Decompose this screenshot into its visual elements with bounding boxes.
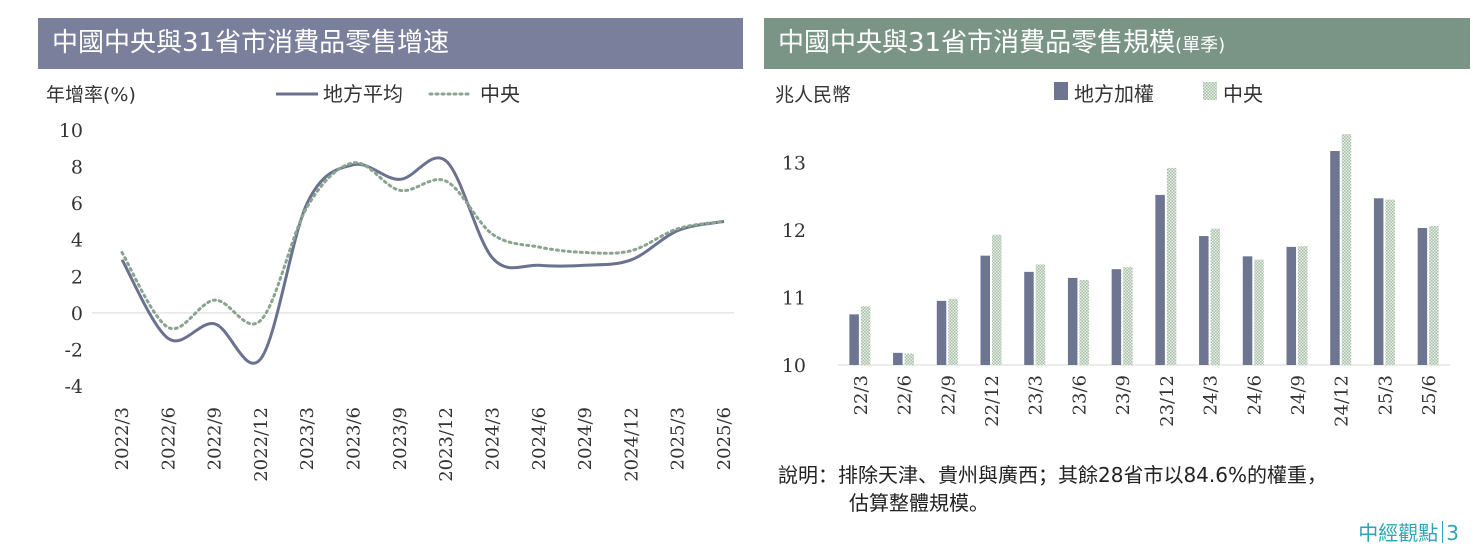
bar-central xyxy=(1035,264,1046,365)
left-chart-title: 中國中央與31省市消費品零售增速 xyxy=(38,18,743,69)
left-x-tick-label: 2023/3 xyxy=(297,407,318,470)
right-y-tick-label: 13 xyxy=(782,153,806,175)
note-line-1: 說明：排除天津、貴州與廣西；其餘28省市以84.6%的權重， xyxy=(778,463,1327,487)
footer-brand: 中經觀點 xyxy=(1358,521,1439,545)
bar-local-weighted xyxy=(1111,269,1122,365)
footer: 中經觀點 3 xyxy=(1358,519,1459,547)
bar-local-weighted xyxy=(1373,198,1384,365)
scale-bar-chart: 兆人民幣 13 12 11 10 22/3 22/6 22/9 22/12 23/3 23/6 23/… xyxy=(775,82,1450,427)
right-y-axis-label: 兆人民幣 xyxy=(775,84,851,106)
right-chart-title-main: 中國中央與31省市消費品零售規模 xyxy=(778,28,1176,58)
right-y-tick-label: 11 xyxy=(782,288,806,310)
left-y-tick-label: 6 xyxy=(71,193,83,215)
right-x-tick-label: 24/9 xyxy=(1288,375,1309,415)
right-x-tick-label: 23/12 xyxy=(1157,375,1178,427)
legend-swatch xyxy=(1054,82,1068,100)
left-y-tick-label: 8 xyxy=(71,157,83,179)
left-x-tick-label: 2024/9 xyxy=(575,407,596,470)
left-x-tick-label: 2022/9 xyxy=(205,407,226,470)
left-y-tick-label: -4 xyxy=(64,376,83,398)
bar-local-weighted xyxy=(1286,246,1296,365)
left-y-tick-label: -2 xyxy=(64,339,83,361)
right-x-tick-label: 24/3 xyxy=(1201,375,1222,415)
legend-label: 中央 xyxy=(1223,82,1263,106)
bar-central xyxy=(1429,225,1439,365)
right-x-tick-label: 23/3 xyxy=(1026,375,1047,415)
left-x-tick-label: 2022/6 xyxy=(158,407,179,470)
growth-line-chart: 年增率(%) 10 8 6 4 2 0 -2 -4 2022/3 2022/6 2022/9 2022/… xyxy=(46,82,735,482)
bar-central xyxy=(1254,259,1264,365)
left-x-tick-label: 2024/6 xyxy=(529,407,550,470)
left-y-tick-label: 4 xyxy=(71,230,83,252)
legend-label: 中央 xyxy=(480,82,520,106)
left-x-tick-label: 2023/12 xyxy=(436,407,457,482)
bar-central xyxy=(1166,167,1177,365)
legend-label: 地方加權 xyxy=(1074,82,1154,106)
footer-separator xyxy=(1442,521,1444,543)
left-y-tick-label: 0 xyxy=(71,303,83,325)
bar-central xyxy=(1385,199,1395,365)
left-x-tick-label: 2025/6 xyxy=(714,407,735,470)
page-number: 3 xyxy=(1446,521,1459,545)
bar-central xyxy=(1210,228,1221,365)
left-y-tick-label: 2 xyxy=(71,266,83,288)
right-chart-title: 中國中央與31省市消費品零售規模(單季) xyxy=(764,18,1470,69)
right-x-tick-label: 24/6 xyxy=(1244,375,1265,415)
left-x-tick-label: 2023/6 xyxy=(344,407,365,470)
bar-local-weighted xyxy=(1067,277,1078,365)
right-x-tick-label: 22/6 xyxy=(895,375,916,415)
bar-central xyxy=(1123,267,1133,365)
left-x-tick-label: 2022/12 xyxy=(251,407,272,482)
bar-local-weighted xyxy=(936,300,947,365)
right-x-tick-label: 25/3 xyxy=(1375,375,1396,415)
right-y-tick-label: 12 xyxy=(782,220,806,242)
series-line-central xyxy=(120,161,726,331)
left-x-tick-label: 2024/3 xyxy=(482,407,503,470)
left-x-tick-label: 2024/12 xyxy=(621,407,642,482)
bar-central xyxy=(948,298,958,365)
right-x-tick-label: 23/6 xyxy=(1069,375,1090,415)
bar-central xyxy=(1341,134,1352,365)
bar-local-weighted xyxy=(1242,256,1253,365)
bar-central xyxy=(904,353,915,365)
bar-local-weighted xyxy=(1024,271,1034,365)
left-x-tick-label: 2023/9 xyxy=(390,407,411,470)
bar-local-weighted xyxy=(849,314,859,365)
right-x-tick-label: 25/6 xyxy=(1419,375,1440,415)
chart-note: 說明：排除天津、貴州與廣西；其餘28省市以84.6%的權重， 估算整體規模。 xyxy=(778,461,1327,517)
right-x-tick-label: 22/12 xyxy=(982,375,1003,427)
right-chart-title-suffix: (單季) xyxy=(1175,35,1226,56)
bar-local-weighted xyxy=(1330,151,1340,365)
bar-central xyxy=(1298,246,1308,365)
legend-swatch xyxy=(1203,82,1217,100)
series-line-local-average xyxy=(120,156,725,365)
bar-central xyxy=(992,234,1002,365)
bar-local-weighted xyxy=(980,255,990,365)
right-x-tick-label: 22/3 xyxy=(851,375,872,415)
left-y-axis-label: 年增率(%) xyxy=(46,84,136,106)
bar-local-weighted xyxy=(1417,227,1428,365)
left-y-tick-label: 10 xyxy=(59,120,83,142)
right-y-tick-label: 10 xyxy=(782,355,806,377)
left-x-tick-label: 2025/3 xyxy=(668,407,689,470)
bar-local-weighted xyxy=(1155,194,1165,365)
bar-local-weighted xyxy=(893,352,903,365)
right-x-tick-label: 24/12 xyxy=(1332,375,1353,427)
note-line-2: 估算整體規模。 xyxy=(849,491,989,515)
bar-central xyxy=(1079,279,1089,365)
right-x-tick-label: 23/9 xyxy=(1113,375,1134,415)
bar-central xyxy=(860,306,871,365)
left-x-tick-label: 2022/3 xyxy=(112,407,133,470)
bar-local-weighted xyxy=(1199,236,1209,365)
legend-label: 地方平均 xyxy=(323,82,403,106)
right-x-tick-label: 22/9 xyxy=(938,375,959,415)
